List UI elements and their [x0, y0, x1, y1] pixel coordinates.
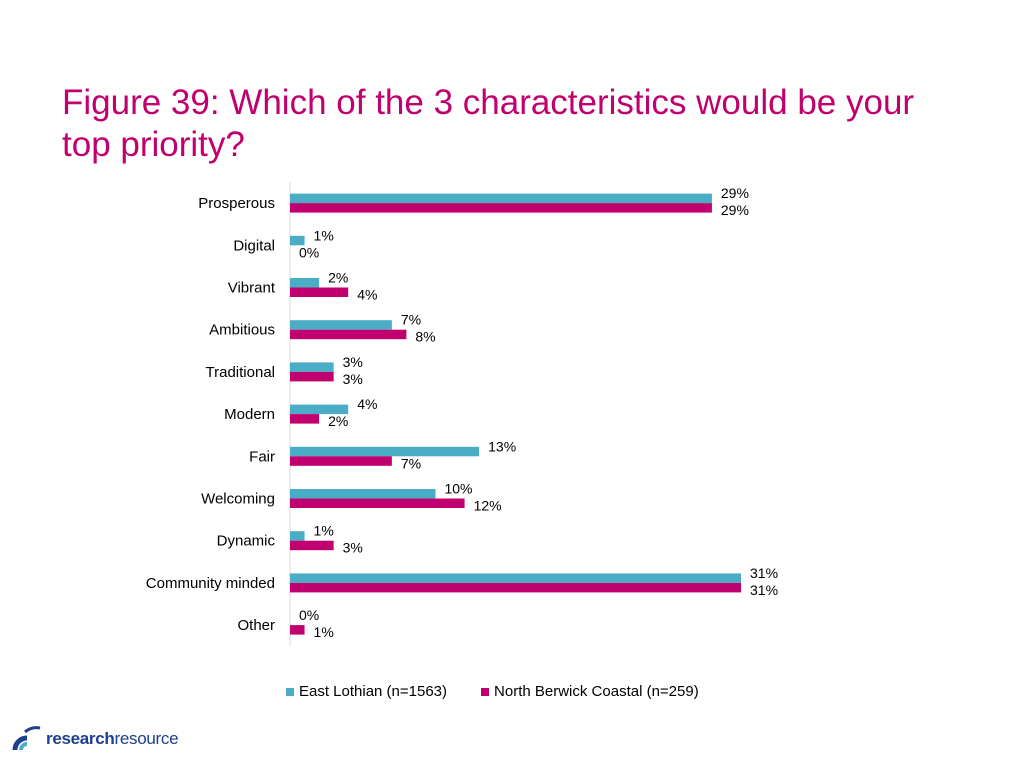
data-label: 8%: [415, 329, 435, 345]
data-label: 1%: [314, 227, 334, 243]
bar-east-lothian: [290, 489, 436, 499]
data-label: 4%: [357, 287, 377, 303]
legend-label: East Lothian (n=1563): [299, 683, 448, 700]
legend-item-north-berwick: North Berwick Coastal (n=259): [481, 683, 699, 700]
category-label: Community minded: [146, 575, 275, 592]
bar-chart: Prosperous29%29%Digital1%0%Vibrant2%4%Am…: [146, 182, 778, 647]
legend-label: North Berwick Coastal (n=259): [494, 683, 699, 700]
category-label: Welcoming: [201, 491, 275, 508]
bar-north-berwick: [290, 414, 320, 424]
legend-item-east-lothian: East Lothian (n=1563): [286, 683, 447, 700]
data-label: 31%: [750, 582, 778, 598]
data-label: 7%: [401, 455, 421, 471]
category-label: Modern: [224, 406, 275, 423]
data-label: 1%: [314, 624, 334, 640]
bar-east-lothian: [290, 320, 392, 330]
legend-swatch: [481, 687, 490, 696]
category-label: Ambitious: [209, 322, 275, 339]
category-label: Other: [237, 617, 275, 634]
data-label: 1%: [314, 523, 334, 539]
logo-mark-icon: [12, 726, 41, 751]
data-label: 31%: [750, 565, 778, 581]
data-label: 3%: [343, 371, 363, 387]
bar-north-berwick: [290, 203, 712, 213]
chart-legend: East Lothian (n=1563) North Berwick Coas…: [286, 683, 733, 700]
data-label: 2%: [328, 413, 348, 429]
bar-east-lothian: [290, 235, 305, 246]
data-label: 4%: [357, 396, 377, 412]
category-label: Traditional: [206, 364, 275, 381]
bar-north-berwick: [290, 540, 334, 551]
category-label: Dynamic: [217, 533, 276, 550]
category-label: Prosperous: [198, 195, 275, 212]
slide-title: Figure 39: Which of the 3 characteristic…: [62, 83, 915, 164]
data-label: 7%: [401, 312, 421, 328]
bar-north-berwick: [290, 498, 465, 508]
research-resource-logo: researchresource: [12, 722, 212, 756]
bar-east-lothian: [290, 362, 334, 372]
bar-east-lothian: [290, 531, 305, 541]
bar-east-lothian: [290, 404, 349, 415]
data-label: 10%: [444, 481, 472, 497]
bar-east-lothian: [290, 446, 480, 457]
bar-north-berwick: [290, 287, 349, 297]
data-label: 29%: [721, 185, 749, 201]
bar-east-lothian: [290, 573, 741, 583]
bar-north-berwick: [290, 456, 392, 466]
bar-north-berwick: [290, 582, 741, 593]
data-label: 0%: [299, 244, 319, 260]
data-label: 29%: [721, 202, 749, 218]
data-label: 13%: [488, 438, 516, 454]
bar-east-lothian: [290, 278, 320, 288]
category-label: Vibrant: [228, 280, 276, 297]
bar-north-berwick: [290, 329, 407, 340]
category-label: Fair: [249, 448, 275, 465]
data-label: 12%: [474, 498, 502, 514]
data-label: 3%: [343, 540, 363, 556]
bar-north-berwick: [290, 371, 334, 382]
bar-north-berwick: [290, 625, 305, 635]
bar-east-lothian: [290, 193, 712, 204]
data-label: 3%: [343, 354, 363, 370]
data-label: 0%: [299, 607, 319, 623]
data-label: 2%: [328, 270, 348, 286]
logo-text: researchresource: [46, 729, 179, 748]
category-label: Digital: [233, 237, 275, 254]
legend-swatch: [286, 687, 294, 696]
